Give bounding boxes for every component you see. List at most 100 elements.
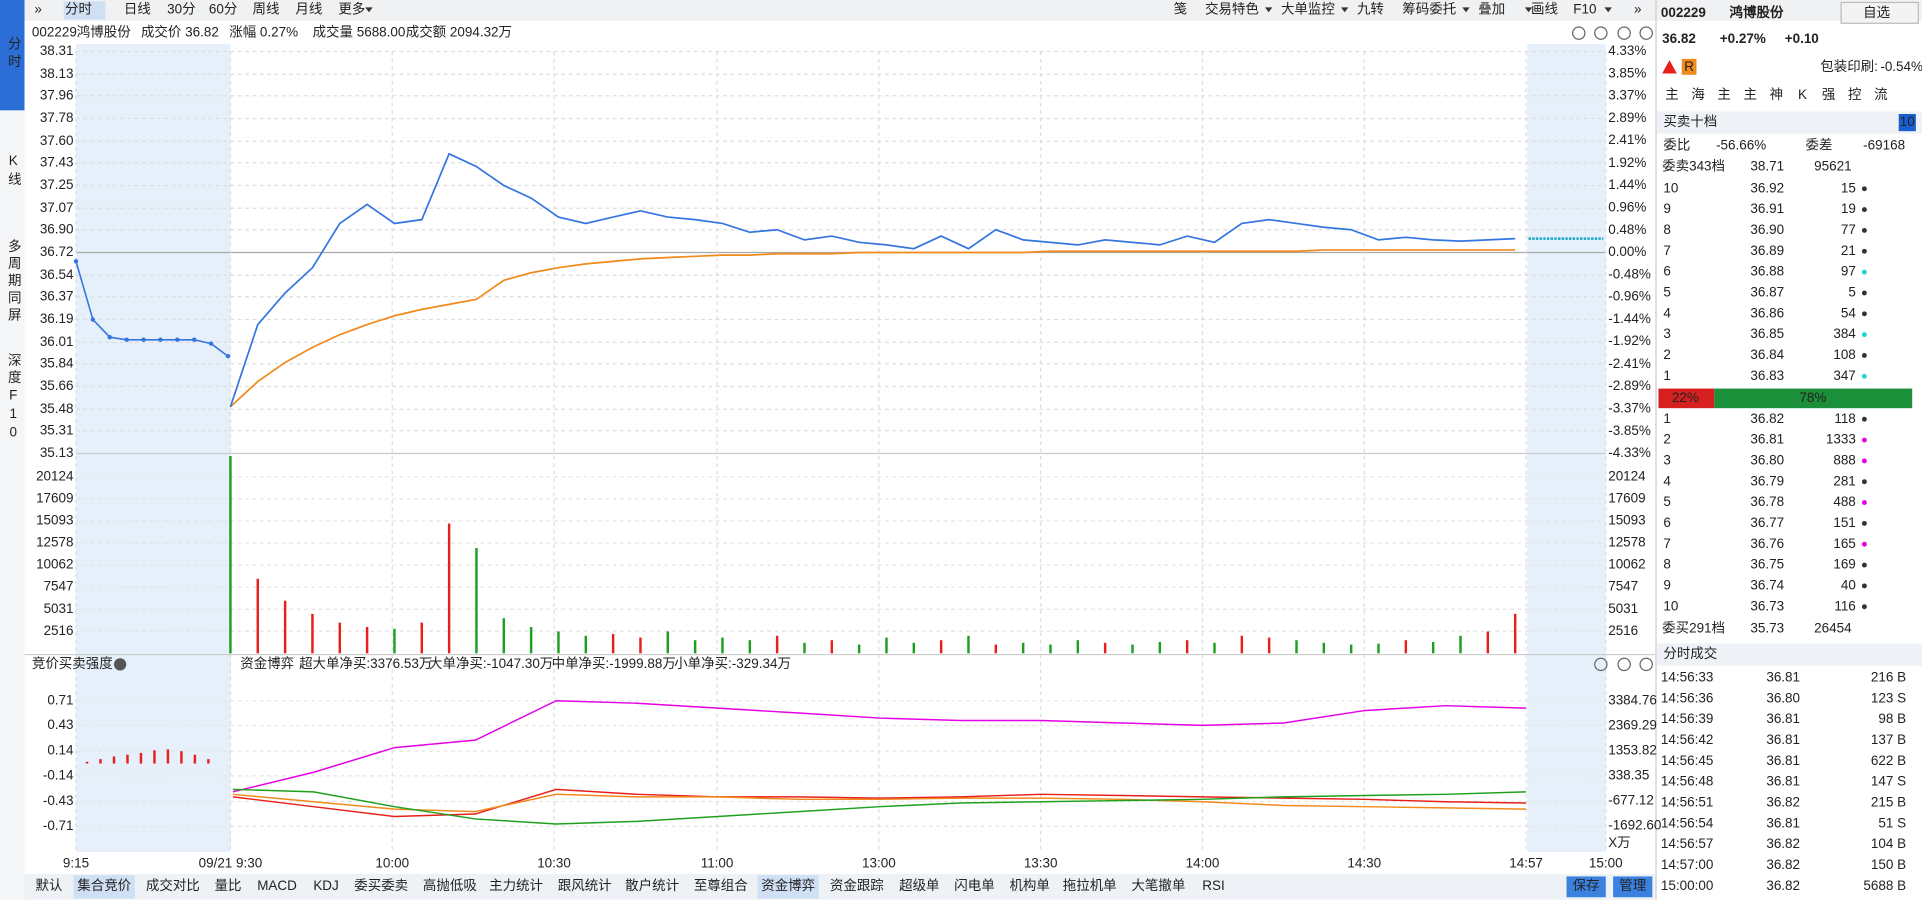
bottom-tab[interactable]: 默认 <box>36 878 63 893</box>
toolbar-tab[interactable]: 周线 <box>253 1 280 16</box>
toolbar-tool[interactable]: 画线 <box>1531 1 1558 16</box>
chart-icon[interactable] <box>1617 657 1631 672</box>
level-dot <box>1861 311 1867 317</box>
bottom-tab[interactable]: 机构单 <box>1009 878 1049 893</box>
quick-icon[interactable]: 流 <box>1874 87 1887 102</box>
bottom-tab[interactable]: 高抛低吸 <box>423 877 477 893</box>
toolbar-tool[interactable]: 九转 <box>1357 1 1384 16</box>
quick-icon[interactable]: K <box>1798 87 1807 102</box>
auction-point <box>158 337 163 342</box>
auction-bar <box>153 750 156 764</box>
y2-tick-label: 1.44% <box>1608 177 1646 192</box>
y2-tick-label: -3.37% <box>1608 401 1651 416</box>
level-price: 36.77 <box>1750 515 1784 530</box>
toolbar-tool[interactable]: 笺 <box>1174 0 1187 16</box>
quick-icon[interactable]: 主 <box>1665 87 1678 102</box>
bottom-tab[interactable]: 集合竞价 <box>77 877 131 893</box>
level-price: 36.73 <box>1750 598 1784 613</box>
toolbar-tab[interactable]: 60分 <box>209 1 237 16</box>
toolbar-tab[interactable]: 月线 <box>295 1 322 16</box>
bottom-tab[interactable]: 委买委卖 <box>354 878 408 893</box>
toolbar-tool[interactable]: 交易特色 <box>1205 0 1259 16</box>
ratio-label: 委比 <box>1663 137 1690 152</box>
level-qty: 281 <box>1833 473 1855 488</box>
level-dot <box>1861 416 1867 422</box>
quick-icon[interactable]: 控 <box>1848 87 1861 102</box>
quick-icon[interactable]: 强 <box>1822 87 1835 102</box>
chart-icon[interactable] <box>1572 26 1586 40</box>
auction-point <box>208 341 214 346</box>
total-qty: 26454 <box>1814 620 1852 635</box>
bottom-tab[interactable]: 至尊组合 <box>694 878 748 893</box>
toolbar-tool[interactable]: 大单监控 <box>1281 1 1335 16</box>
dropdown-arrow <box>1524 7 1533 13</box>
bottom-button[interactable]: 保存 <box>1573 878 1600 893</box>
quick-icon[interactable]: 海 <box>1691 87 1704 102</box>
y2-tick-label: 2.41% <box>1608 132 1646 147</box>
collapse-icon[interactable]: » <box>34 1 42 16</box>
expand-icon[interactable]: » <box>1634 1 1642 16</box>
trade-qty: 622 B <box>1871 753 1906 768</box>
chart-icon[interactable] <box>1594 657 1608 672</box>
tabbar-bg <box>24 873 1655 900</box>
bottom-tab[interactable]: 拖拉机单 <box>1063 878 1117 893</box>
volume-bar <box>1322 642 1326 654</box>
sidebar-tab[interactable]: 分时 <box>6 37 22 71</box>
toolbar-tool[interactable]: 叠加 <box>1478 1 1505 16</box>
sidebar-tab[interactable]: 深度F10 <box>6 353 22 443</box>
chart-icon[interactable] <box>1617 26 1631 40</box>
volume-bar <box>666 631 670 654</box>
bottom-tab[interactable]: RSI <box>1202 878 1224 893</box>
button-bg <box>1566 876 1606 898</box>
quick-icon[interactable]: 神 <box>1770 87 1783 102</box>
level: 10 <box>1663 180 1678 195</box>
follow-button[interactable]: 自选 <box>1863 5 1890 20</box>
price-line <box>229 152 1516 407</box>
bottom-button[interactable]: 管理 <box>1619 878 1646 893</box>
tab-active <box>73 875 135 899</box>
toolbar-tab[interactable]: 分时 <box>65 1 92 16</box>
bottom-tab[interactable]: 跟风统计 <box>558 878 612 893</box>
info-change-label: 涨幅 0.27% <box>229 25 298 40</box>
quick-icon[interactable]: 主 <box>1717 87 1730 102</box>
y-tick-label: 36.19 <box>40 311 74 326</box>
bottom-tab[interactable]: 成交对比 <box>146 877 200 893</box>
bottom-tab[interactable]: KDJ <box>313 878 338 893</box>
sidebar-tab[interactable]: 多周期同屏 <box>6 238 22 325</box>
sidebar-tab[interactable]: K线 <box>6 153 22 189</box>
toolbar-tab[interactable]: 更多 <box>338 0 365 16</box>
volume-bar <box>365 627 369 654</box>
y-tick-label: 37.25 <box>40 177 74 192</box>
bottom-tab[interactable]: 资金博弈 <box>761 878 815 893</box>
chart-icon[interactable] <box>1594 26 1608 40</box>
bottom-tab[interactable]: 量比 <box>215 878 242 893</box>
bottom-tab[interactable]: 资金跟踪 <box>830 878 884 893</box>
toolbar-tab[interactable]: 日线 <box>124 1 151 16</box>
bottom-tab[interactable]: 散户统计 <box>625 877 679 893</box>
toolbar-tool[interactable]: 筹码委托 <box>1402 0 1456 16</box>
chart-icon[interactable] <box>1639 26 1653 40</box>
chart-icon[interactable] <box>1639 657 1653 672</box>
level-dot <box>1861 269 1867 275</box>
y-tick-label: 35.31 <box>40 422 74 437</box>
bottom-tab[interactable]: 闪电单 <box>954 878 994 893</box>
total-qty: 95621 <box>1814 158 1851 173</box>
help-icon[interactable] <box>113 658 127 671</box>
y-tick-label: 0.43 <box>47 717 73 732</box>
bottom-tab[interactable]: MACD <box>257 878 297 893</box>
x-tick-label: 15:00 <box>1589 856 1623 871</box>
y2-tick-label: 7547 <box>1608 579 1638 594</box>
trade-price: 36.81 <box>1766 732 1800 747</box>
bottom-tab[interactable]: 超级单 <box>899 878 939 893</box>
quick-icon[interactable]: 主 <box>1744 87 1757 102</box>
level-qty: 1333 <box>1826 432 1856 447</box>
book-toggle[interactable]: 10 <box>1900 114 1915 129</box>
bottom-tab[interactable]: 大笔撤单 <box>1131 878 1185 893</box>
toolbar-tab[interactable]: 30分 <box>167 1 195 16</box>
level: 6 <box>1663 515 1671 530</box>
tab-active <box>63 1 106 20</box>
follow-box[interactable] <box>1840 1 1919 24</box>
bottom-tab[interactable]: 主力统计 <box>489 878 543 893</box>
dropdown-arrow <box>365 7 373 13</box>
toolbar-tool[interactable]: F10 <box>1573 1 1596 16</box>
